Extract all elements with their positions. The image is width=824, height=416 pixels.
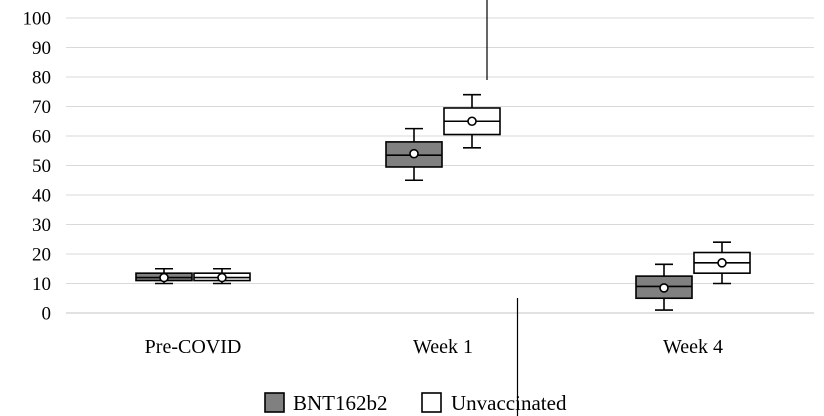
legend: BNT162b2 Unvaccinated: [264, 391, 567, 415]
y-tick-label: 10: [32, 274, 51, 295]
y-tick-label: 50: [32, 156, 51, 177]
category-labels: Pre-COVID Week 1 Week 4: [145, 336, 723, 358]
box-bnt162b2-2: [635, 263, 693, 311]
legend-label: Unvaccinated: [451, 391, 567, 415]
box-unvaccinated-1: [443, 93, 501, 149]
y-tick-label: 90: [32, 38, 51, 59]
y-tick-label: 80: [32, 68, 51, 89]
category-label: Pre-COVID: [145, 336, 242, 358]
mean-marker: [409, 148, 419, 159]
legend-label: BNT162b2: [293, 391, 388, 415]
y-tick-label: 100: [23, 9, 52, 30]
mean-marker: [217, 272, 227, 283]
y-tick-label: 20: [32, 245, 51, 266]
box-bnt162b2-1: [385, 127, 443, 182]
y-tick-label: 30: [32, 215, 51, 236]
y-tick-labels: 0 10 20 30 40 50 60 70 80 90 100: [23, 9, 52, 325]
mean-marker: [467, 116, 477, 127]
y-tick-label: 0: [42, 304, 52, 325]
y-tick-label: 70: [32, 97, 51, 118]
box-series: [135, 93, 751, 311]
mean-marker: [159, 272, 169, 283]
y-tick-label: 60: [32, 127, 51, 148]
overlay-lines: [486, 0, 519, 416]
mean-marker: [659, 283, 669, 293]
mean-marker: [717, 258, 727, 268]
box-bnt162b2-0: [135, 267, 193, 285]
box-unvaccinated-0: [193, 267, 251, 285]
legend-item-bnt162b2: BNT162b2: [264, 391, 388, 415]
legend-item-unvaccinated: Unvaccinated: [421, 391, 567, 415]
legend-swatch: [264, 392, 285, 413]
category-label: Week 1: [413, 336, 473, 358]
box-unvaccinated-2: [693, 241, 751, 285]
legend-swatch: [421, 392, 442, 413]
y-tick-label: 40: [32, 186, 51, 207]
category-label: Week 4: [663, 336, 723, 358]
